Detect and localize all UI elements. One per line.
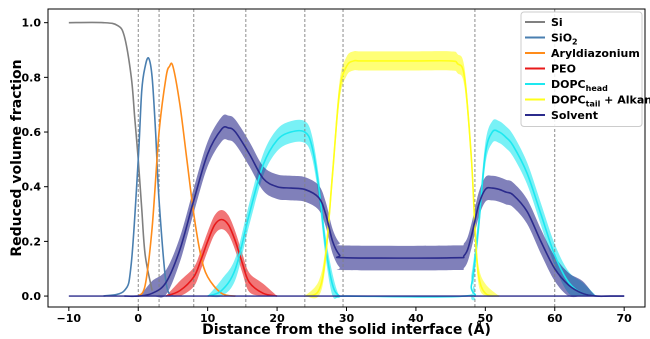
dopc-tail-alkane-band bbox=[304, 50, 500, 299]
x-tick-label: 20 bbox=[269, 312, 285, 325]
peo-line bbox=[165, 218, 278, 297]
legend-label-dopc-tail-alkane: DOPCtail + Alkane bbox=[551, 94, 650, 109]
legend-box bbox=[520, 11, 643, 127]
x-tick-label: 40 bbox=[408, 312, 424, 325]
y-axis-title: Reduced volume fraction bbox=[9, 59, 25, 256]
x-tick-label: 30 bbox=[339, 312, 355, 325]
legend-label-aryldiazonium: Aryldiazonium bbox=[551, 47, 640, 60]
legend-label-solvent: Solvent bbox=[551, 109, 598, 122]
legend-label-dopc-head: DOPChead bbox=[551, 78, 608, 93]
series-lines bbox=[68, 21, 625, 298]
dopc-head-band bbox=[207, 119, 597, 301]
y-tick-label: 0.8 bbox=[22, 71, 42, 84]
legend-label-sio2: SiO2 bbox=[551, 32, 578, 47]
solvent-line bbox=[124, 126, 625, 298]
aryldiazonium-line bbox=[137, 62, 236, 297]
sio2-line bbox=[103, 57, 174, 297]
legend-label-peo: PEO bbox=[551, 63, 576, 76]
x-tick-label: 70 bbox=[617, 312, 633, 325]
x-tick-label: 60 bbox=[547, 312, 563, 325]
y-tick-label: 0.2 bbox=[22, 235, 42, 248]
y-tick-label: 0.6 bbox=[22, 126, 42, 139]
x-tick-label: 50 bbox=[478, 312, 494, 325]
x-tick-label: −10 bbox=[57, 312, 82, 325]
dopc-head-line bbox=[207, 129, 597, 298]
x-axis-title: Distance from the solid interface (Å) bbox=[202, 321, 491, 338]
si-line bbox=[68, 21, 153, 291]
legend-label-si: Si bbox=[551, 16, 563, 29]
y-tick-label: 0.4 bbox=[22, 181, 42, 194]
x-tick-label: 10 bbox=[200, 312, 216, 325]
x-tick-label: 0 bbox=[134, 312, 142, 325]
y-tick-label: 1.0 bbox=[22, 17, 42, 30]
y-axis-ticks: 0.0 0.2 0.4 0.6 0.8 1.0 bbox=[22, 17, 48, 303]
y-tick-label: 0.0 bbox=[22, 290, 42, 303]
dopc-tail-alkane-line bbox=[304, 59, 500, 297]
x-axis-ticks: −10 0 10 20 30 40 50 60 70 bbox=[57, 307, 633, 325]
solvent-band bbox=[124, 114, 625, 298]
